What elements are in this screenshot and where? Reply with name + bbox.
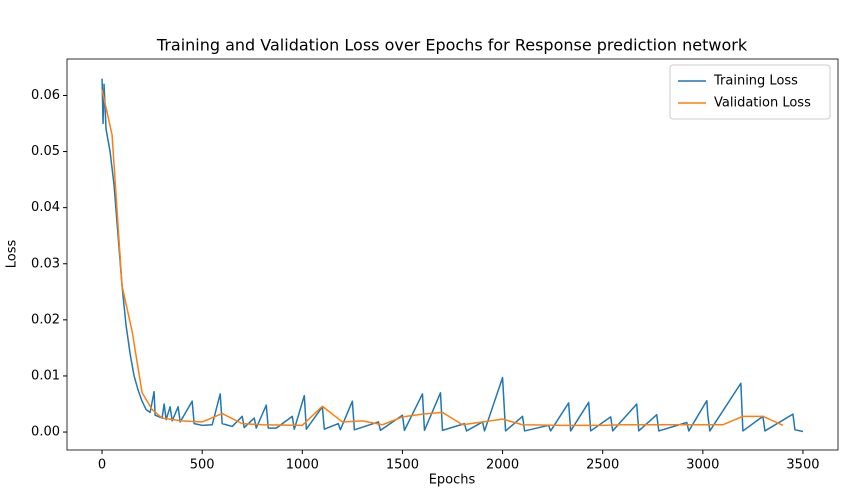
x-axis-label: Epochs: [429, 473, 476, 488]
x-tick-label: 1000: [286, 458, 319, 473]
x-tick-label: 500: [190, 458, 215, 473]
legend-label: Training Loss: [713, 74, 798, 89]
y-tick-label: 0.02: [31, 312, 60, 327]
chart-title: Training and Validation Loss over Epochs…: [156, 36, 748, 55]
x-tick-label: 1500: [386, 458, 419, 473]
y-tick-label: 0.03: [31, 256, 60, 271]
y-tick-label: 0.06: [31, 88, 60, 103]
x-tick-label: 3000: [686, 458, 719, 473]
x-tick-label: 0: [98, 458, 106, 473]
y-tick-label: 0.00: [31, 425, 60, 440]
plot-frame: [66, 58, 839, 451]
line-series: [101, 78, 804, 433]
y-tick-label: 0.04: [31, 200, 60, 215]
x-tick-label: 3500: [786, 458, 819, 473]
legend-label: Validation Loss: [714, 96, 811, 111]
legend-box: [669, 64, 831, 120]
y-tick-label: 0.05: [31, 144, 60, 159]
y-axis-label: Loss: [5, 240, 20, 269]
y-tick-label: 0.01: [31, 368, 60, 383]
line-series: [101, 89, 784, 427]
x-tick-label: 2500: [586, 458, 619, 473]
x-tick-label: 2000: [486, 458, 519, 473]
